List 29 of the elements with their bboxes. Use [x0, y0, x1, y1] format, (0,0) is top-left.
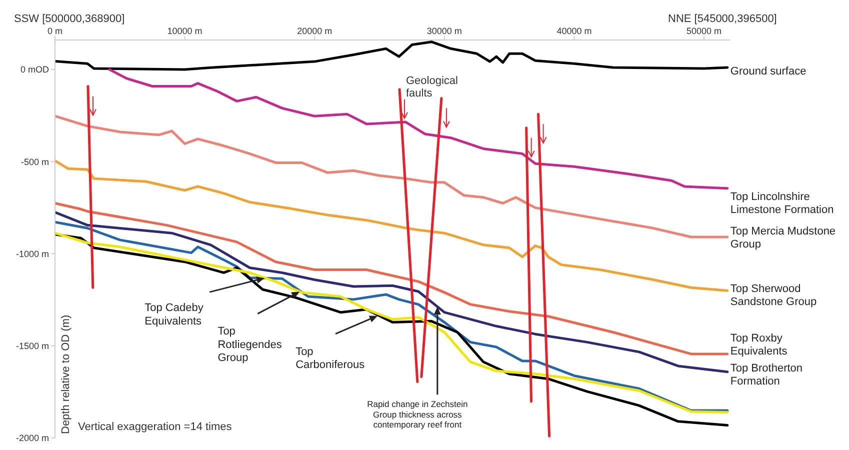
series-label: Top Mercia Mudstone Group — [730, 225, 836, 250]
y-tick-label: -500 m — [20, 156, 49, 167]
text: SSW [500000,368900] — [14, 13, 125, 25]
line-series — [108, 68, 729, 190]
x-tick-label: 20000 m — [297, 26, 332, 36]
y-axis-title: Depth relative to OD (m) — [60, 314, 72, 434]
y-tick-label: -1000 m — [16, 248, 49, 259]
x-tick-label: 40000 m — [556, 26, 592, 36]
series-label: Ground surface — [730, 65, 806, 78]
annotation: Vertical exaggeration =14 times — [78, 421, 232, 433]
series-label: Top Lincolnshire Limestone Formation — [730, 190, 834, 216]
x-tick-label: 50000 m — [686, 26, 722, 36]
x-tick-label: 30000 m — [426, 26, 462, 36]
x-tick-label: 10000 m — [167, 26, 202, 36]
y-tick-label: -1500 m — [16, 341, 49, 352]
annotation: Geological faults — [406, 75, 458, 100]
line-series — [55, 114, 729, 238]
annotation: Top Rotliegendes Group — [218, 326, 282, 364]
series-label: Top Brotherton Formation — [730, 362, 803, 388]
y-tick-label: 0 mOD — [20, 64, 50, 75]
series-label: Top Sherwood Sandstone Group — [730, 283, 817, 308]
series-label: Top Roxby Equivalents — [730, 332, 788, 358]
text: NNE [545000,396500] — [668, 13, 777, 25]
line-series — [55, 159, 729, 292]
annotation: Top Cadeby Equivalents — [144, 302, 204, 328]
y-tick-label: -2000 m — [16, 433, 49, 444]
annotation: Rapid change in Zechstein Group thickness across contemporary reef front — [367, 399, 468, 430]
annotation: Top Carboniferous — [296, 346, 366, 372]
x-tick-label: 0 m — [47, 26, 63, 36]
